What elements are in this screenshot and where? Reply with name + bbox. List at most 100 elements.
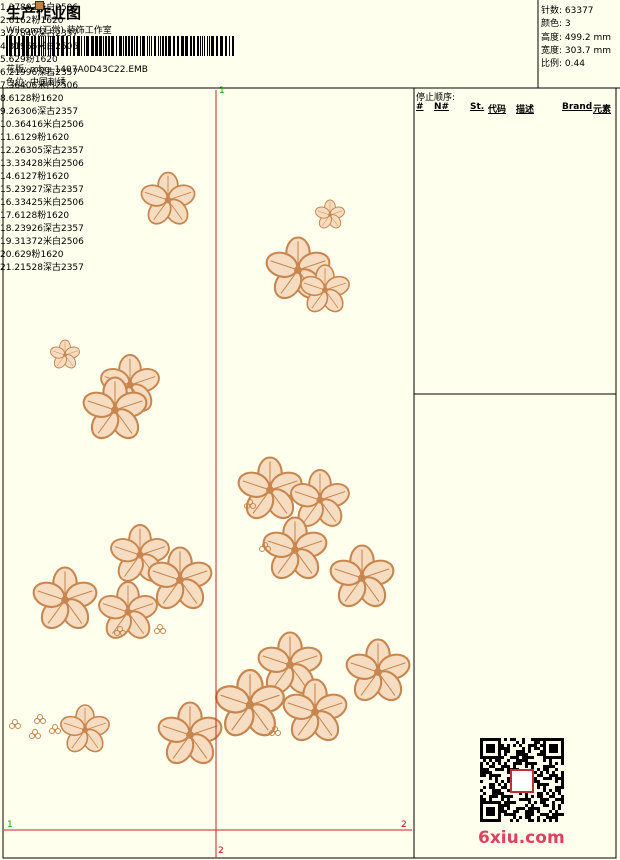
description: 深古2357 <box>42 224 84 234</box>
needle: 3 <box>8 81 15 91</box>
stat: 颜色: 3 <box>541 19 571 30</box>
stitches: 3927 <box>20 185 43 195</box>
flowers <box>9 171 414 770</box>
description: 深古2357 <box>37 68 79 78</box>
stitches: 128 <box>14 94 32 104</box>
stitches: 7802 <box>14 3 38 13</box>
description: 深古2357 <box>42 146 84 156</box>
row-index: 18. <box>0 224 15 234</box>
needle: 6 <box>8 55 15 65</box>
row-index: 4. <box>0 42 9 52</box>
stitches: 29 <box>14 55 26 65</box>
row-index: 8. <box>0 94 9 104</box>
stat: 比例: 0.44 <box>541 59 585 70</box>
stats: 针数: 63377 颜色: 3 高度: 499.2 mm 宽度: 303.7 mm 比例… <box>541 5 611 71</box>
column-header: 描述 <box>516 105 535 115</box>
design-file: 花版: mbg_1407A0D43C22.EMB <box>6 65 148 75</box>
description: 粉1620 <box>31 94 64 104</box>
row-index: 20. <box>0 250 15 260</box>
row-index: 12. <box>0 146 15 156</box>
stat: 高度: 499.2 mm <box>541 32 612 43</box>
marker: 1 <box>219 86 225 96</box>
stitches: 29 <box>20 250 32 260</box>
row-index: 2. <box>0 16 9 26</box>
row-index: 17. <box>0 211 15 221</box>
stitches: 1966 <box>14 42 38 52</box>
marker: 2 <box>218 846 224 856</box>
needle: 2 <box>14 224 21 234</box>
needle: 3 <box>8 3 15 13</box>
watermark: 6xiu.com <box>478 828 565 848</box>
marker: 2 <box>401 820 407 830</box>
description: 深古2357 <box>37 29 79 39</box>
stitches: 162 <box>14 16 32 26</box>
needle: 2 <box>8 68 15 78</box>
marker: 1 <box>7 820 13 830</box>
row-index: 10. <box>0 120 15 130</box>
stitches: 1528 <box>20 263 43 273</box>
colorway: 色位: 中国刺绣 <box>6 78 66 88</box>
table-row: 21.2 1528深古2357 <box>0 1 200 273</box>
needle: 2 <box>14 185 21 195</box>
stitches: 1372 <box>20 237 43 247</box>
column-header: 代码 <box>488 105 507 115</box>
column-header: 元素 <box>593 105 612 115</box>
stitches: 128 <box>20 211 38 221</box>
needle: 6 <box>14 133 21 143</box>
description: 米白2506 <box>42 159 84 169</box>
title: 生产作业图 <box>6 4 82 22</box>
row-index: 15. <box>0 185 15 195</box>
needle: 6 <box>14 211 21 221</box>
needle: 6 <box>14 250 21 260</box>
description: 米白2506 <box>42 120 84 130</box>
stat: 宽度: 303.7 mm <box>541 45 612 56</box>
stop-title: 停止顺序: <box>416 93 456 103</box>
description: 米白2506 <box>37 81 79 91</box>
needle: 2 <box>8 29 15 39</box>
row-index: 7. <box>0 81 9 91</box>
row-index: 21. <box>0 263 15 273</box>
description: 米白2506 <box>37 3 79 13</box>
stitches: 6406 <box>14 81 38 91</box>
needle: 6 <box>8 16 15 26</box>
row-index: 5. <box>0 55 9 65</box>
description: 深古2357 <box>42 185 84 195</box>
stitches: 3425 <box>20 198 43 208</box>
stitches: 129 <box>20 133 38 143</box>
stitches: 3428 <box>20 159 43 169</box>
row-index: 16. <box>0 198 15 208</box>
description: 粉1620 <box>37 211 70 221</box>
needle: 3 <box>14 198 21 208</box>
description: 深古2357 <box>42 263 84 273</box>
swatch <box>35 1 44 10</box>
stitches: 1996 <box>14 68 38 78</box>
description: 粉1620 <box>37 133 70 143</box>
needle: 3 <box>14 237 21 247</box>
needle: 2 <box>14 146 21 156</box>
description: 米白2506 <box>42 237 84 247</box>
row-index: 1. <box>0 3 9 13</box>
row-index: 11. <box>0 133 15 143</box>
row-index: 6. <box>0 68 9 78</box>
description: 粉1620 <box>31 250 64 260</box>
column-header: Brand <box>562 102 593 112</box>
stitches: 7840 <box>14 29 38 39</box>
description: 深古2357 <box>37 107 79 117</box>
stat: 针数: 63377 <box>541 6 594 16</box>
column-header: N# <box>434 102 450 112</box>
row-index: 9. <box>0 107 9 117</box>
description: 粉1620 <box>25 55 58 65</box>
row-index: 13. <box>0 159 15 169</box>
description: 米白2506 <box>42 198 84 208</box>
needle: 3 <box>14 120 21 130</box>
studio: Wilcom(汇觉) 装饰工作室 <box>6 26 112 36</box>
needle: 2 <box>14 263 21 273</box>
column-header: St. <box>470 102 485 112</box>
stitches: 6305 <box>20 146 43 156</box>
description: 粉1620 <box>37 172 70 182</box>
needle: 2 <box>8 107 15 117</box>
column-header: # <box>416 102 424 112</box>
needle: 6 <box>8 94 15 104</box>
